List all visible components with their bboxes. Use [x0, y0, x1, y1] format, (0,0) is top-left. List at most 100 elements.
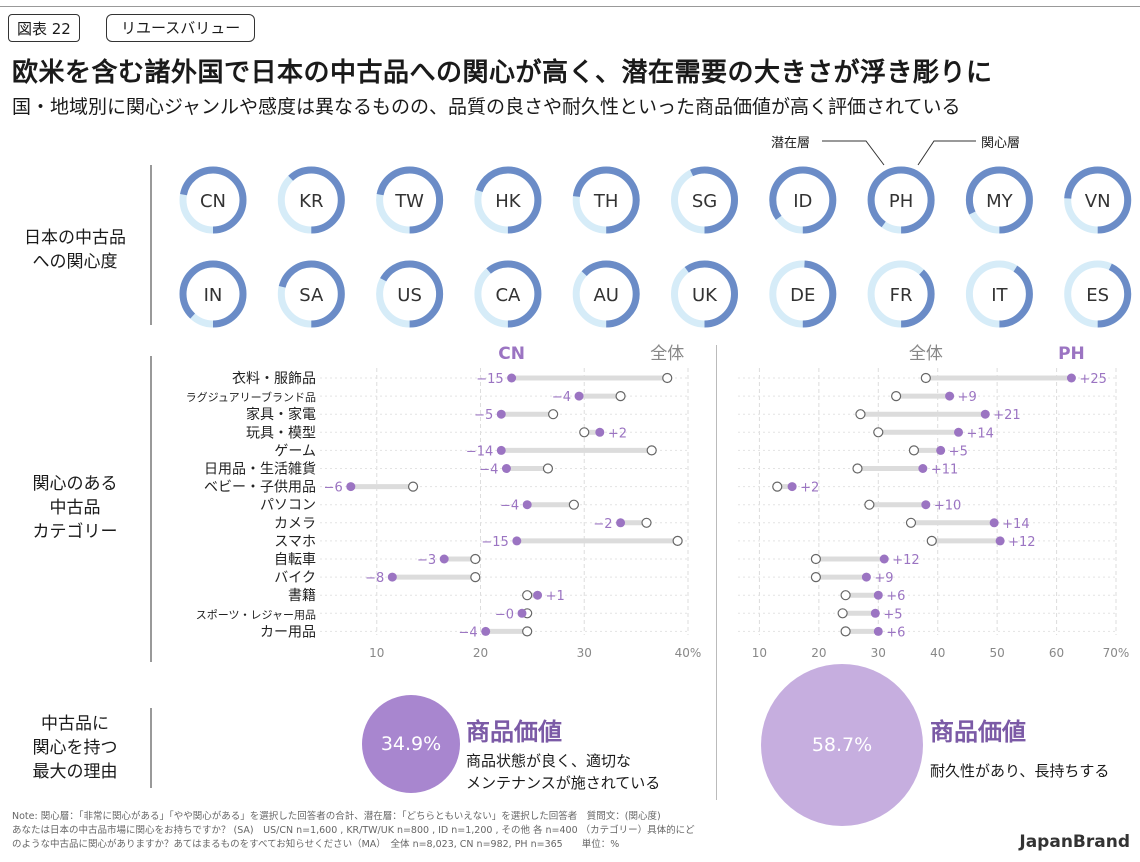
- donut-label: PH: [889, 191, 913, 212]
- donut-interested-arc: [376, 166, 444, 234]
- category-tag: リユースバリュー: [106, 14, 256, 42]
- focus-dot: [954, 427, 964, 437]
- category-label: 自転車: [274, 551, 316, 568]
- total-dot: [810, 572, 821, 583]
- donut-interested-arc: [671, 260, 738, 328]
- focus-dot: [496, 445, 506, 455]
- total-header-label: 全体: [650, 344, 684, 364]
- focus-dot: [346, 482, 356, 492]
- top-rule: [0, 6, 1140, 7]
- donut-label: ID: [793, 191, 812, 212]
- donut-interested-arc: [965, 260, 1033, 328]
- diff-label: +12: [892, 553, 919, 568]
- total-dot: [840, 590, 851, 601]
- total-dot: [672, 535, 683, 546]
- diff-label: +6: [886, 625, 905, 640]
- diff-label: +12: [1008, 535, 1035, 550]
- footnote: Note: 関心層：「非常に関心がある」「やや関心がある」を選択した回答者の合計…: [12, 811, 695, 850]
- diff-label: +5: [883, 607, 902, 622]
- x-tick-label: 70%: [1103, 646, 1130, 660]
- focus-dot: [522, 500, 532, 510]
- donut-interested-arc: [376, 260, 444, 328]
- donut-label: UK: [692, 285, 718, 306]
- total-dot: [772, 481, 783, 492]
- donut-sa: SA: [277, 260, 345, 328]
- x-tick-label: 20: [811, 646, 826, 660]
- donut-interested-arc: [671, 166, 738, 234]
- donut-label: TW: [394, 191, 424, 212]
- diff-label: −15: [476, 372, 503, 387]
- donut-interested-arc: [1064, 166, 1132, 234]
- donut-interested-arc: [769, 260, 837, 328]
- panel-divider: [716, 345, 717, 800]
- donut-de: DE: [769, 260, 837, 328]
- x-tick-label: 10: [752, 646, 767, 660]
- diff-label: −5: [474, 408, 493, 423]
- diff-label: −3: [417, 553, 436, 568]
- reason-title-ph: 商品価値: [930, 718, 1026, 746]
- donut-interested-arc: [867, 166, 935, 234]
- total-dot: [864, 499, 875, 510]
- donut-uk: UK: [671, 260, 738, 328]
- total-dot: [891, 390, 902, 402]
- total-dot: [662, 372, 673, 384]
- diff-label: +2: [608, 426, 627, 441]
- donut-interested-arc: [277, 166, 345, 234]
- focus-dot: [936, 445, 946, 455]
- donut-hk: HK: [474, 166, 542, 234]
- page-title: 欧米を含む諸外国で日本の中古品への関心が高く、潜在需要の大きさが浮き彫りに: [12, 58, 993, 88]
- focus-dot: [873, 626, 883, 636]
- donut-label: AU: [593, 285, 619, 306]
- total-dot: [646, 445, 657, 456]
- focus-dot: [879, 554, 889, 564]
- total-dot: [873, 427, 884, 438]
- diff-label: +9: [958, 390, 977, 405]
- donut-au: AU: [572, 260, 640, 328]
- focus-dot: [616, 518, 626, 528]
- donut-interested-arc: [277, 260, 345, 328]
- donut-it: IT: [965, 260, 1033, 328]
- total-dot: [542, 463, 554, 474]
- category-label: 玩具・模型: [246, 425, 316, 441]
- x-tick-label: 60: [1049, 646, 1064, 660]
- figure-label: 図表 22: [8, 14, 80, 42]
- diff-label: −8: [365, 571, 384, 586]
- total-dot: [579, 427, 590, 438]
- diff-label: +6: [886, 589, 905, 604]
- diff-label: +5: [949, 444, 968, 459]
- diff-label: +9: [874, 571, 893, 586]
- focus-dot: [921, 500, 931, 510]
- total-dot: [548, 409, 559, 420]
- category-label: ラグジュアリーブランド品: [186, 390, 316, 404]
- donut-vn: VN: [1064, 166, 1132, 234]
- total-dot: [920, 372, 931, 384]
- legend-latent: 潜在層: [771, 136, 811, 151]
- donut-ca: CA: [474, 260, 542, 328]
- focus-dot: [1066, 373, 1076, 383]
- diff-label: +11: [931, 463, 958, 478]
- category-label: ゲーム: [274, 443, 316, 459]
- donut-label: VN: [1085, 191, 1111, 212]
- total-dot: [568, 499, 579, 510]
- total-dot: [840, 626, 851, 637]
- diff-label: −4: [500, 499, 519, 514]
- focus-dot: [995, 536, 1005, 546]
- donut-sg: SG: [671, 166, 738, 234]
- donut-kr: KR: [277, 166, 345, 234]
- total-dot: [852, 463, 863, 474]
- focus-dot: [870, 608, 880, 618]
- reason-bubble-ph: 58.7%: [761, 664, 923, 826]
- total-dot: [470, 553, 481, 565]
- total-dot: [908, 445, 920, 456]
- diff-label: −0: [495, 607, 514, 622]
- category-label: パソコン: [260, 498, 316, 514]
- donut-label: IT: [991, 285, 1008, 306]
- focus-header-label: CN: [498, 344, 525, 364]
- diff-label: −14: [466, 444, 493, 459]
- x-tick-label: 40%: [675, 646, 702, 660]
- total-header-label: 全体: [909, 344, 943, 364]
- total-dot: [905, 517, 917, 528]
- focus-dot: [873, 590, 883, 600]
- total-dot: [855, 409, 866, 420]
- diff-label: +1: [546, 589, 565, 604]
